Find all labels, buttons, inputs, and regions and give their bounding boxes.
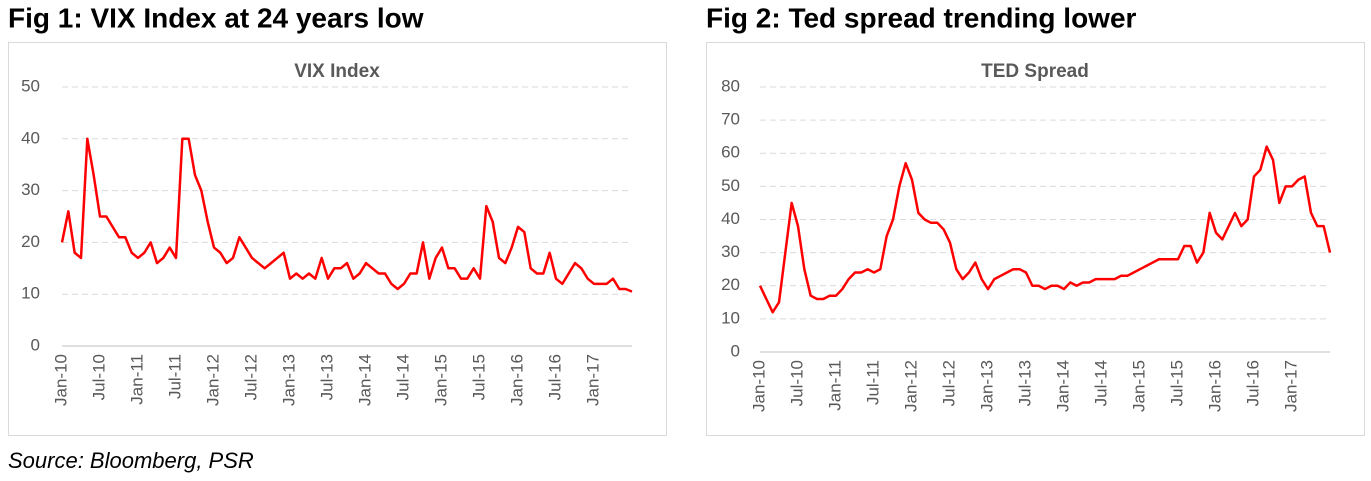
y-tick-label: 0 xyxy=(31,335,40,354)
y-tick-label: 20 xyxy=(21,232,40,251)
chart-frame xyxy=(706,42,1365,436)
x-tick-label: Jan-14 xyxy=(1053,360,1072,412)
y-tick-label: 70 xyxy=(721,110,740,129)
x-tick-label: Jan-17 xyxy=(1281,360,1300,412)
x-tick-label: Jul-14 xyxy=(1091,360,1110,406)
x-tick-label: Jul-10 xyxy=(787,360,806,406)
x-tick-label: Jan-13 xyxy=(977,360,996,412)
x-tick-label: Jul-13 xyxy=(317,354,336,400)
x-tick-label: Jan-12 xyxy=(901,360,920,412)
y-tick-label: 30 xyxy=(21,180,40,199)
y-tick-label: 30 xyxy=(721,242,740,261)
y-tick-label: 20 xyxy=(721,275,740,294)
y-tick-label: 40 xyxy=(721,209,740,228)
y-tick-label: 0 xyxy=(731,341,740,360)
x-tick-label: Jan-14 xyxy=(355,354,374,406)
chart-frame xyxy=(8,42,667,436)
x-tick-label: Jan-15 xyxy=(431,354,450,406)
source-note: Source: Bloomberg, PSR xyxy=(8,448,254,473)
x-tick-label: Jul-12 xyxy=(939,360,958,406)
chart-title: VIX Index xyxy=(294,61,380,82)
x-tick-label: Jan-16 xyxy=(507,354,526,406)
y-tick-label: 50 xyxy=(721,176,740,195)
x-tick-label: Jul-16 xyxy=(1243,360,1262,406)
x-tick-label: Jul-11 xyxy=(165,354,184,399)
x-tick-label: Jan-12 xyxy=(203,354,222,406)
x-tick-label: Jul-15 xyxy=(1167,360,1186,406)
y-tick-label: 10 xyxy=(21,284,40,303)
y-tick-label: 80 xyxy=(721,76,740,95)
figure-heading: Fig 1: VIX Index at 24 years low xyxy=(8,2,424,33)
chart-title: TED Spread xyxy=(981,61,1089,82)
y-tick-label: 60 xyxy=(721,143,740,162)
data-line xyxy=(758,145,1332,314)
figure-heading: Fig 2: Ted spread trending lower xyxy=(706,2,1137,33)
x-tick-label: Jul-15 xyxy=(469,354,488,400)
data-line xyxy=(60,137,633,293)
y-tick-label: 50 xyxy=(21,76,40,95)
x-tick-label: Jul-10 xyxy=(89,354,108,400)
x-tick-label: Jul-16 xyxy=(545,354,564,400)
x-tick-label: Jul-11 xyxy=(863,360,882,405)
x-tick-label: Jan-11 xyxy=(825,360,844,411)
x-tick-label: Jan-13 xyxy=(279,354,298,406)
x-tick-label: Jan-11 xyxy=(127,354,146,405)
x-tick-label: Jan-17 xyxy=(583,354,602,406)
x-tick-label: Jan-15 xyxy=(1129,360,1148,412)
x-tick-label: Jul-13 xyxy=(1015,360,1034,406)
y-tick-label: 40 xyxy=(21,128,40,147)
x-tick-label: Jul-14 xyxy=(393,354,412,400)
x-tick-label: Jul-12 xyxy=(241,354,260,400)
x-tick-label: Jan-10 xyxy=(51,354,70,406)
x-tick-label: Jan-16 xyxy=(1205,360,1224,412)
y-tick-label: 10 xyxy=(721,308,740,327)
x-tick-label: Jan-10 xyxy=(749,360,768,412)
